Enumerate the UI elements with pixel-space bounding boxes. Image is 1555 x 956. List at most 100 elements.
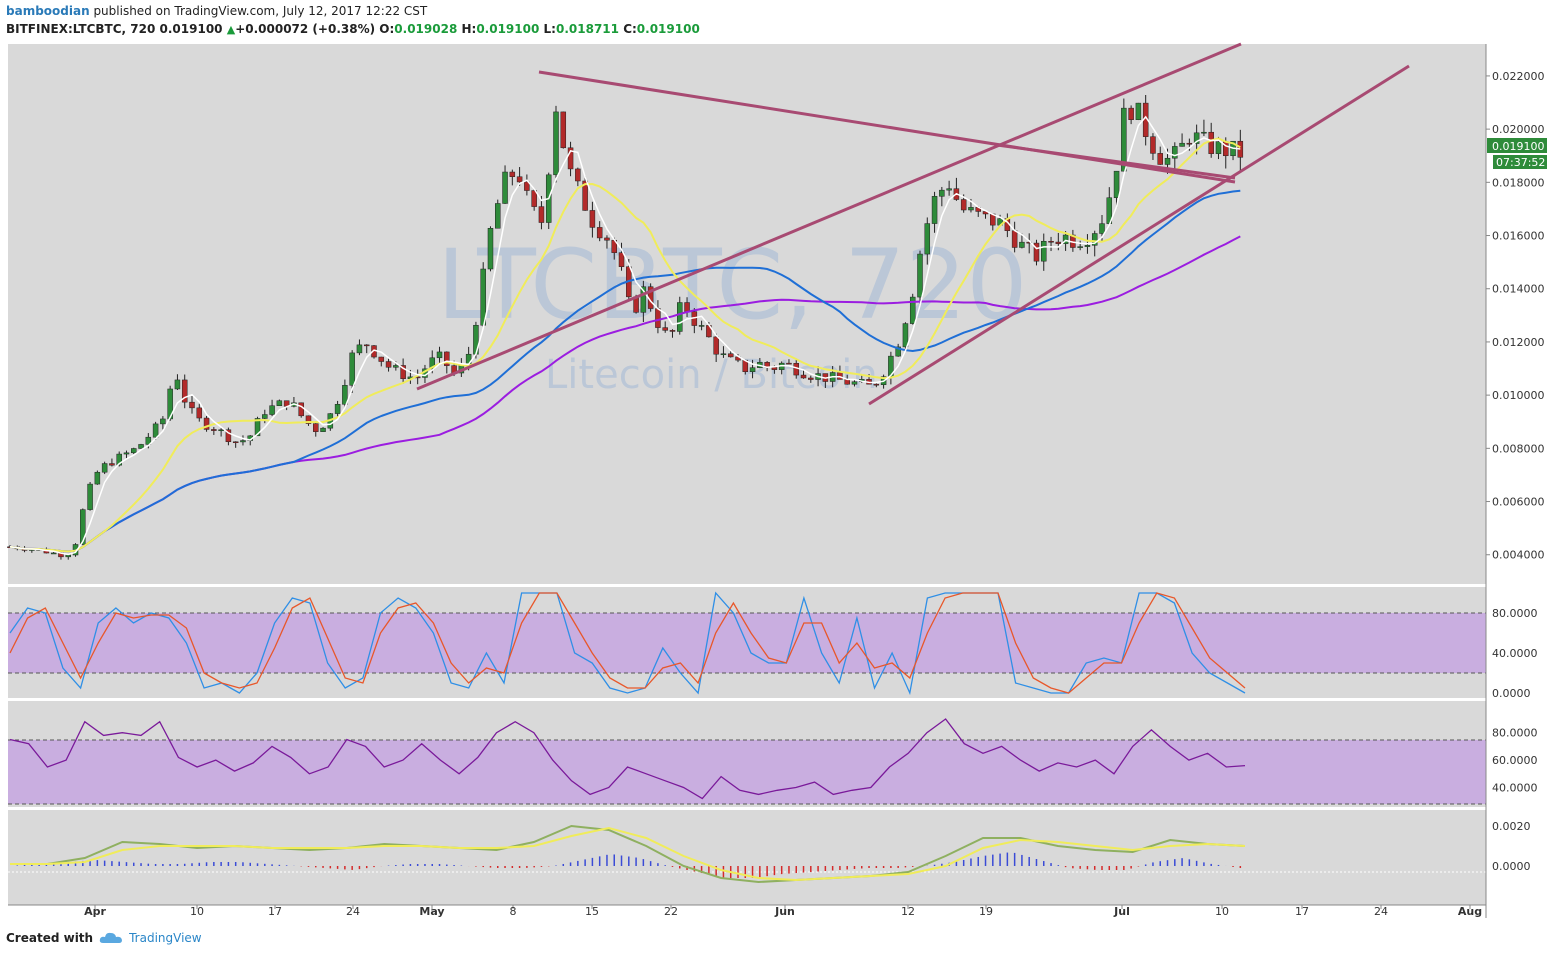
candle-body	[1164, 157, 1171, 165]
candle-body	[1048, 240, 1054, 243]
stoch-d-line	[9, 592, 1246, 694]
candle-body	[50, 552, 57, 555]
candle-body	[109, 463, 115, 466]
time-axis[interactable]: Apr 10 17 24 May 8 15 22 Jun 12 19 Jul 10 17 24 Aug	[84, 905, 1482, 918]
candle-body	[254, 418, 261, 437]
candle-body	[1208, 131, 1214, 154]
ohlc-line: BITFINEX:LTCBTC, 720 0.019100 ▲+0.000072…	[6, 22, 700, 36]
candle-body	[203, 417, 210, 430]
candle-body	[152, 423, 159, 438]
candle-body	[873, 383, 880, 386]
candle-body	[1077, 246, 1083, 248]
stochastic-lines	[9, 591, 1246, 696]
candle-body	[960, 199, 967, 211]
candle-body	[1011, 230, 1018, 248]
candle-body	[138, 444, 144, 449]
rsi-tick-label: 80.0000	[1492, 727, 1538, 740]
candle-body	[713, 336, 719, 355]
candle-body	[698, 325, 705, 327]
macd-tick-label: 0.0020	[1492, 820, 1531, 833]
candle-body	[429, 357, 435, 370]
candle-body	[320, 427, 326, 432]
candle-body	[181, 379, 188, 403]
candle-body	[1215, 141, 1222, 154]
time-tick-label: 24	[346, 905, 360, 918]
candle-body	[87, 483, 93, 510]
trendline	[538, 70, 1236, 184]
price-panel[interactable]	[8, 44, 1486, 584]
time-tick-label: Jun	[774, 905, 795, 918]
tradingview-link[interactable]: TradingView	[129, 931, 202, 945]
candle-body	[276, 400, 283, 406]
candles	[7, 94, 1244, 560]
candle-body	[640, 286, 647, 313]
timer-badge: 07:37:52	[1496, 156, 1545, 169]
open-value: 0.019028	[394, 22, 458, 36]
candle-body	[101, 463, 108, 473]
macd-panel[interactable]	[8, 810, 1486, 905]
candle-body	[531, 190, 537, 207]
high-label: H:	[461, 22, 477, 36]
candle-body	[1121, 107, 1127, 172]
candle-body	[240, 440, 246, 443]
candle-body	[917, 253, 923, 298]
candle-body	[516, 176, 523, 183]
candle-body	[1172, 146, 1178, 159]
price-tick-label: 0.010000	[1492, 389, 1545, 402]
candle-body	[851, 381, 858, 385]
publish-line: bamboodian published on TradingView.com,…	[6, 4, 427, 18]
candle-body	[262, 414, 268, 419]
candle-body	[575, 168, 581, 182]
candle-body	[502, 171, 508, 204]
low-value: 0.018711	[555, 22, 619, 36]
sma-yellow-line	[9, 137, 1241, 553]
candle-body	[902, 323, 909, 348]
candle-body	[596, 227, 603, 239]
candle-body	[269, 405, 275, 415]
candle-body	[793, 363, 799, 376]
candle-body	[167, 388, 173, 420]
price-tick-label: 0.016000	[1492, 230, 1545, 243]
candle-body	[1157, 153, 1163, 165]
candle-body	[1084, 245, 1091, 247]
candle-body	[924, 223, 931, 255]
trendlines[interactable]	[416, 42, 1410, 406]
candle-body	[342, 385, 348, 405]
watermark-name: Litecoin / Bitcoin	[545, 352, 878, 398]
price-tick-label: 0.012000	[1492, 336, 1545, 349]
macd-tick-label: 0.0000	[1492, 860, 1531, 873]
candle-body	[560, 111, 567, 149]
candle-body	[1201, 131, 1207, 134]
price-axis[interactable]: 0.004000 0.006000 0.008000 0.010000 0.012000…	[1486, 70, 1545, 873]
candle-body	[393, 365, 399, 368]
candle-body	[618, 252, 625, 267]
time-tick-label: 8	[510, 905, 517, 918]
stoch-tick-label: 40.0000	[1492, 647, 1538, 660]
time-tick-label: 22	[664, 905, 678, 918]
candle-body	[895, 346, 901, 357]
timer-badge-bg	[1493, 155, 1547, 169]
time-tick-label: May	[419, 905, 444, 918]
candle-body	[727, 353, 734, 358]
candle-body	[662, 327, 668, 331]
symbol-label: BITFINEX:LTCBTC, 720	[6, 22, 156, 36]
candle-body	[939, 189, 945, 197]
time-tick-label: 15	[585, 905, 599, 918]
candle-body	[1135, 102, 1142, 120]
candle-body	[436, 351, 443, 359]
candle-body	[604, 237, 610, 241]
trendline	[868, 64, 1410, 406]
candle-body	[946, 188, 952, 191]
time-tick-label: 19	[979, 905, 993, 918]
candle-body	[538, 206, 545, 223]
candle-body	[1041, 240, 1047, 262]
time-tick-label: 17	[268, 905, 282, 918]
author-link[interactable]: bamboodian	[6, 4, 90, 18]
price-badge-bg	[1487, 138, 1547, 153]
moving-averages	[9, 115, 1241, 556]
candle-body	[196, 407, 203, 419]
candle-body	[123, 452, 130, 455]
candle-body	[356, 344, 363, 354]
candle-body	[363, 344, 370, 347]
